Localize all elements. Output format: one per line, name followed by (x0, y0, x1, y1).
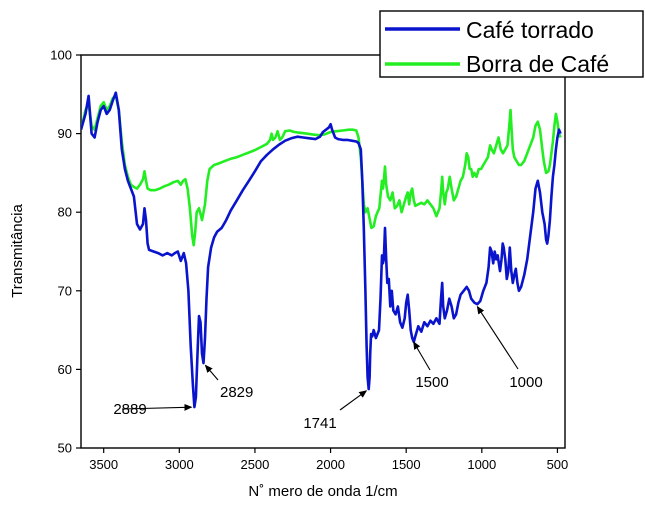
series-layer (81, 91, 562, 409)
y-tick-label-50: 50 (58, 441, 72, 456)
annotation-label-2889: 2889 (113, 401, 146, 418)
y-tick-label-90: 90 (58, 126, 72, 141)
annotation-arrow-1741 (339, 390, 368, 411)
y-tick-label-100: 100 (50, 48, 72, 63)
y-tick-label-80: 80 (58, 205, 72, 220)
legend-label-cafe-torrado: Café torrado (466, 17, 594, 43)
x-tick-label-500: 500 (547, 457, 569, 472)
annotation-label-1741: 1741 (303, 415, 336, 432)
x-tick-label-3000: 3000 (165, 457, 194, 472)
annotation-arrow-2829 (204, 364, 219, 381)
plot-area (80, 54, 566, 449)
annotation-arrow-2889 (121, 403, 193, 411)
x-tick-label-2000: 2000 (316, 457, 345, 472)
annotation-label-2829: 2829 (220, 384, 253, 401)
series-line-borra-de-cafe (81, 94, 562, 247)
y-tick-label-70: 70 (58, 283, 72, 298)
legend-box (379, 10, 644, 78)
y-axis: 50 60 70 80 90 100 (50, 48, 81, 456)
legend: Café torrado Borra de Café (379, 10, 644, 78)
annotation-arrow-1500 (413, 341, 431, 371)
legend-label-borra-de-cafe: Borra de Café (466, 51, 609, 77)
x-tick-label-2500: 2500 (240, 457, 269, 472)
x-tick-label-1000: 1000 (467, 457, 496, 472)
x-axis-label: N˚ mero de onda 1/cm (248, 483, 397, 500)
x-tick-label-3500: 3500 (89, 457, 118, 472)
y-tick-label-60: 60 (58, 362, 72, 377)
annotation-label-1500: 1500 (415, 374, 448, 391)
annotation-arrow-1000 (476, 305, 519, 370)
series-line-cafe-torrado (81, 91, 562, 409)
annotation-label-1000: 1000 (509, 374, 542, 391)
x-axis: 3500 3000 2500 2000 1500 1000 500 (89, 448, 568, 472)
x-tick-label-1500: 1500 (392, 457, 421, 472)
y-axis-label: Transmitância (9, 204, 26, 298)
annotations: 2889 2829 1741 1500 1000 (113, 305, 543, 432)
